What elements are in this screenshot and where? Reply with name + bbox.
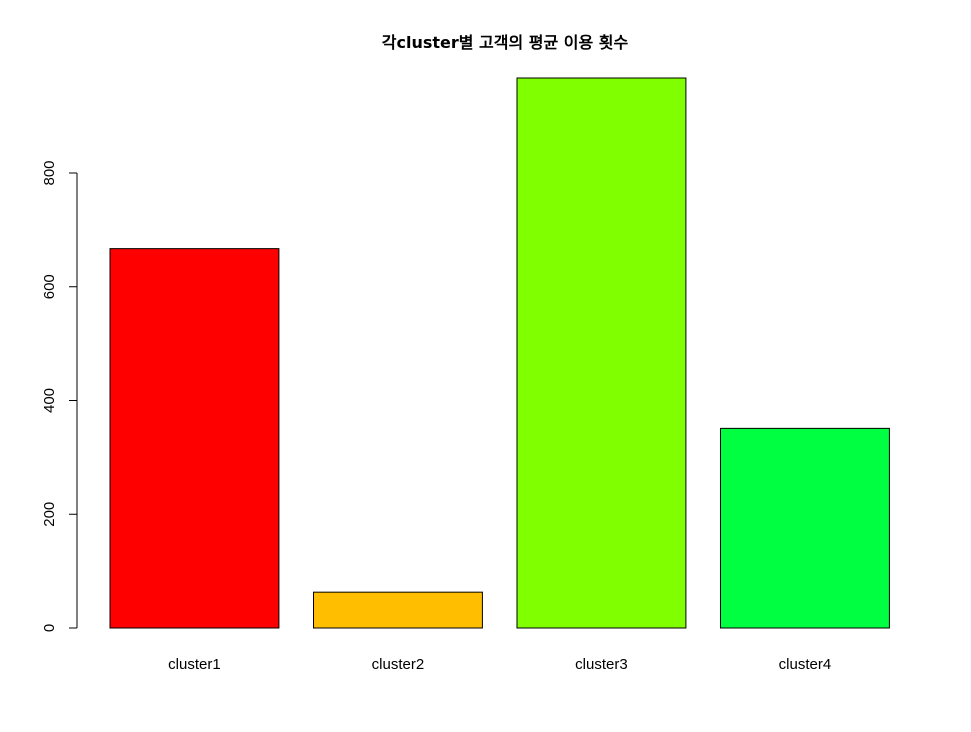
bar-cluster3: [516, 77, 687, 629]
bar-cluster4: [720, 427, 890, 629]
bar-cluster1: [109, 248, 280, 629]
x-axis-labels: cluster1 cluster2 cluster3 cluster4: [168, 656, 831, 673]
chart-title: 각cluster별 고객의 평균 이용 횟수: [382, 33, 629, 52]
x-category-label: cluster1: [168, 656, 221, 673]
bars-group: [109, 77, 890, 629]
y-tick-label: 400: [41, 388, 58, 413]
x-category-label: cluster2: [372, 656, 425, 673]
x-category-label: cluster3: [575, 656, 628, 673]
x-category-label: cluster4: [779, 656, 832, 673]
y-tick-label: 600: [41, 274, 58, 299]
y-tick-label: 0: [41, 624, 58, 632]
bar-cluster2: [313, 591, 483, 629]
y-tick-label: 200: [41, 502, 58, 527]
y-tick-label: 800: [41, 160, 58, 185]
y-axis: 0 200 400 600 800: [41, 160, 78, 632]
